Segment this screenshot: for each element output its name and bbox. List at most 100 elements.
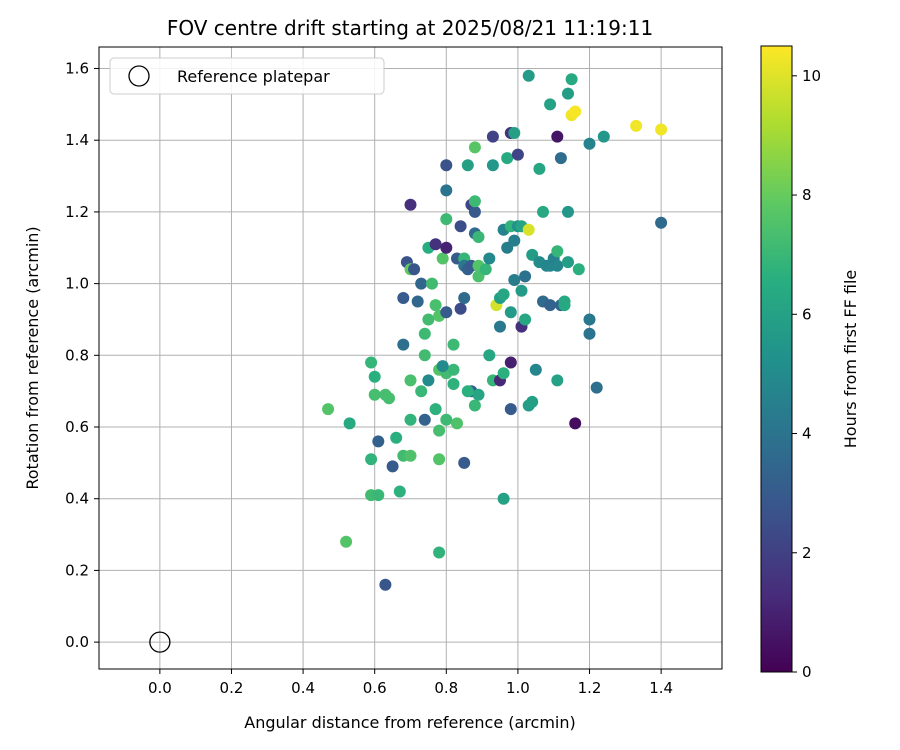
data-point [411,295,424,308]
data-point [479,263,492,276]
data-point [519,313,532,326]
x-axis-ticks: 0.0 0.2 0.4 0.6 0.8 1.0 1.2 1.4 [148,669,673,697]
data-point [440,213,453,226]
data-point [551,374,564,387]
data-point [655,123,668,136]
legend: Reference platepar [109,57,385,95]
data-point [340,535,353,548]
data-point [429,238,442,251]
data-point [583,327,596,340]
data-point [397,338,410,351]
data-point [365,356,378,369]
data-point [655,216,668,229]
colorbar-tick-label: 8 [802,186,812,204]
x-tick-label: 1.0 [506,679,530,697]
data-point [440,159,453,172]
data-point [597,130,610,143]
data-point [415,277,428,290]
colorbar [760,45,793,673]
data-point [522,69,535,82]
data-point [569,105,582,118]
data-point [508,274,521,286]
data-point [322,403,335,416]
data-point [472,388,485,401]
colorbar-tick-label: 10 [802,67,821,85]
data-point [497,367,510,380]
y-tick-label: 1.6 [65,60,89,78]
colorbar-label: Hours from first FF file [841,270,860,449]
data-point [454,220,467,233]
data-point [504,356,517,369]
data-point [436,360,449,373]
data-point [583,137,596,150]
data-point [554,152,567,165]
chart-title: FOV centre drift starting at 2025/08/21 … [167,16,653,40]
data-point [422,374,435,387]
data-point [418,413,431,426]
data-point [501,152,514,165]
x-tick-label: 1.2 [578,679,602,697]
data-point [504,306,517,319]
legend-box [109,57,385,95]
x-axis-label: Angular distance from reference (arcmin) [244,713,575,732]
y-tick-label: 1.2 [65,203,89,221]
data-point [447,363,460,376]
data-point [558,295,571,308]
data-point [486,159,499,172]
data-point [511,148,524,161]
y-tick-label: 0.8 [65,346,89,364]
data-point [447,378,460,390]
data-point [440,241,453,254]
data-point [440,184,453,197]
data-point [418,327,431,340]
data-point [468,141,481,154]
data-point [379,578,392,591]
data-point [562,87,574,100]
data-point [497,492,510,505]
data-point [508,234,521,247]
data-point [508,127,521,139]
grid-lines [99,47,722,669]
data-point [422,313,435,326]
data-point [433,546,446,559]
y-tick-label: 1.0 [65,275,89,293]
data-point [447,338,460,351]
data-point [494,320,506,333]
data-point [472,231,485,243]
x-tick-label: 0.2 [220,679,244,697]
data-point [404,449,417,462]
data-point [565,73,578,86]
data-point [551,259,564,272]
data-point [529,363,542,376]
data-point [415,385,428,398]
data-point [426,277,438,290]
data-point [515,284,528,297]
data-point [562,256,574,269]
data-point [386,460,399,473]
data-point [526,395,539,408]
x-tick-label: 1.4 [649,679,673,697]
data-point [461,159,474,172]
data-point [551,245,564,258]
data-point [390,431,403,444]
data-point [408,263,421,276]
colorbar-ticks: 0 2 4 6 8 10 [792,67,821,681]
data-point [458,292,471,304]
data-point [468,399,481,412]
data-point [404,374,417,387]
data-point [504,403,517,416]
legend-label-reference-platepar: Reference platepar [177,67,330,86]
colorbar-tick-label: 4 [802,425,812,443]
data-point [544,299,557,312]
data-point [486,130,499,143]
data-point [569,417,582,430]
data-point [440,413,453,426]
data-point [590,381,603,394]
y-tick-label: 0.4 [65,490,89,508]
x-tick-label: 0.8 [434,679,458,697]
data-point [429,403,442,416]
data-point [551,130,564,143]
data-point [433,453,446,466]
data-point [368,388,381,401]
data-point [433,424,446,437]
